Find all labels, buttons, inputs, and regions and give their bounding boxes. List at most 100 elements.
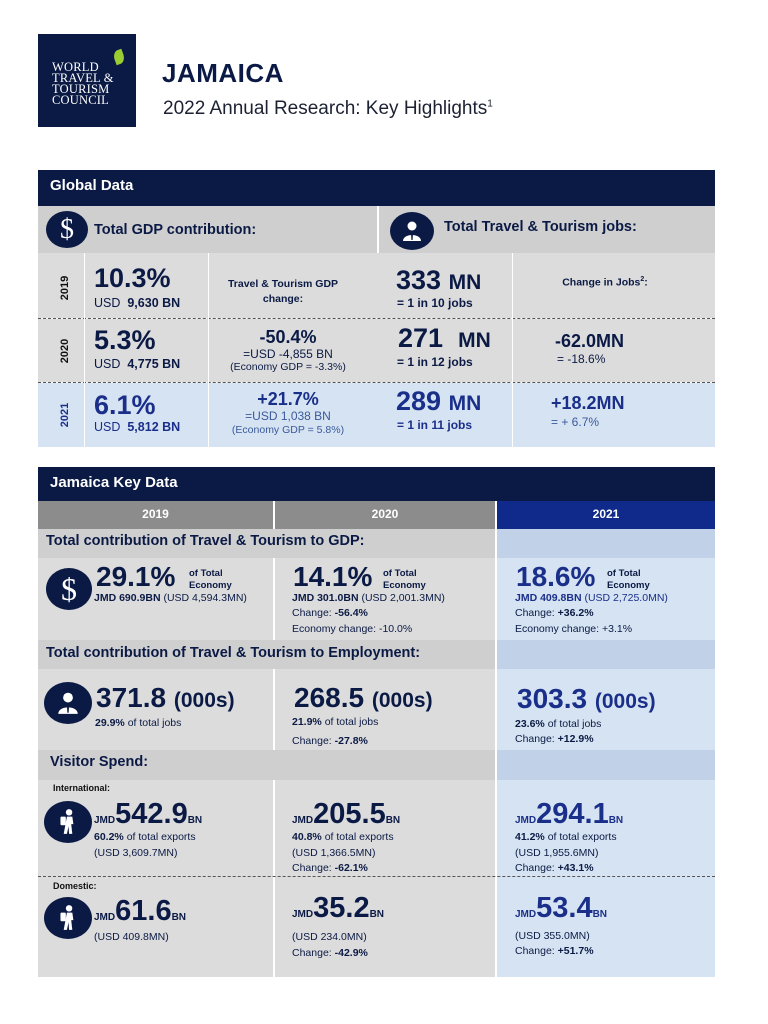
jobs-value: 271 <box>398 323 444 353</box>
gdp-pct: 5.3% <box>94 325 156 355</box>
footnote-mark: 1 <box>487 98 493 110</box>
gdp-pct-2019: 29.1% <box>96 561 176 592</box>
intl-share: 60.2% of total exports <box>94 830 196 845</box>
intl-share: 40.8% of total exports <box>292 830 394 845</box>
visitor-divider <box>38 876 715 877</box>
change-value: +12.9% <box>557 733 594 745</box>
jmd-prefix: JMD <box>292 909 314 920</box>
export-pct: 40.8% <box>292 831 322 843</box>
logo-line-4: COUNCIL <box>52 93 109 107</box>
gdp-usd: USD 5,812 BN <box>94 420 180 434</box>
emp-change: Change: -27.8% <box>292 734 368 749</box>
spend-value: 61.6 <box>115 895 172 927</box>
economy-change: Economy change: +3.1% <box>515 623 633 635</box>
logo-line-1: WORLD <box>52 60 99 74</box>
bn-suffix: BN <box>608 815 624 826</box>
dom-spend-2020: JMD35.2BN <box>292 892 384 925</box>
logo-line-2: TRAVEL & <box>52 71 114 85</box>
gdp-section-label: Total contribution of Travel & Tourism t… <box>46 533 365 549</box>
spend-value: 205.5 <box>313 798 386 830</box>
gdp-section-label-bg <box>38 529 495 558</box>
gdp-jmd-usd: JMD 409.8BN (USD 2,725.0MN) <box>515 591 668 606</box>
global-data-header: Global Data <box>38 170 715 206</box>
of-total-text: of Total <box>383 568 417 579</box>
gdp-pct-2020: 14.1% <box>293 561 373 592</box>
emp-pct: 29.9% <box>95 717 125 729</box>
emp-pct-rest: of total jobs <box>321 716 379 728</box>
year-label: 2019 <box>59 275 71 301</box>
intl-usd: (USD 1,955.6MN) <box>515 847 599 859</box>
of-total-economy: of Total Economy <box>189 568 232 592</box>
bn-suffix: BN <box>369 909 385 920</box>
col-divider <box>273 501 275 977</box>
jobs-change: +18.2MN <box>551 393 625 413</box>
change-value: +43.1% <box>557 862 594 874</box>
jobs-value: 289 <box>396 386 442 416</box>
emp-section-label-bg <box>38 640 495 669</box>
change-label: Change: <box>515 607 558 619</box>
export-rest: of total exports <box>544 831 617 843</box>
gdp-usd: USD 4,775 BN <box>94 357 180 371</box>
year-header-2019: 2019 <box>38 501 273 529</box>
usd-value: (USD 2,725.0MN) <box>584 592 668 604</box>
bn-suffix: BN <box>171 912 187 923</box>
change-label: Change: <box>515 733 558 745</box>
domestic-label: Domestic: <box>53 881 97 891</box>
jobs-unit: MN <box>458 329 491 352</box>
economy-text: Economy <box>607 580 650 591</box>
traveler-icon <box>44 897 92 939</box>
economy-gdp-change: (Economy GDP = -3.3%) <box>230 361 346 373</box>
emp-section-label: Total contribution of Travel & Tourism t… <box>46 645 421 661</box>
emp-share: 21.9% of total jobs <box>292 715 378 730</box>
visitor-section-label: Visitor Spend: <box>50 754 149 770</box>
change-label: Change: <box>515 945 558 957</box>
economy-text: Economy <box>189 580 232 591</box>
jobs-col-divider <box>512 253 513 447</box>
gdp-jmd-usd: JMD 690.9BN (USD 4,594.3MN) <box>94 591 247 606</box>
global-row-2021 <box>38 383 715 447</box>
key-data-header: Jamaica Key Data <box>38 467 715 501</box>
dom-spend-2021: JMD53.4BN <box>515 892 607 925</box>
change-value: -27.8% <box>334 735 368 747</box>
usd-value: 4,775 BN <box>127 357 181 371</box>
of-total-text: of Total <box>607 568 641 579</box>
emp-unit: (000s) <box>173 689 235 712</box>
worker-icon <box>390 212 434 250</box>
dom-change: Change: -42.9% <box>292 946 368 961</box>
jobs-change-heading: Change in Jobs2: <box>525 272 685 291</box>
jobs-change-colon: : <box>644 276 648 289</box>
worker-icon <box>44 682 92 724</box>
jmd-value: JMD 409.8BN <box>515 592 582 604</box>
jobs-change-pct: = + 6.7% <box>551 415 600 429</box>
usd-prefix: USD <box>94 420 121 434</box>
jmd-prefix: JMD <box>292 815 314 826</box>
gdp-change-usd: =USD -4,855 BN <box>243 347 333 361</box>
spend-value: 35.2 <box>313 892 370 924</box>
export-pct: 41.2% <box>515 831 545 843</box>
spend-value: 53.4 <box>536 892 593 924</box>
usd-value: (USD 4,594.3MN) <box>163 592 247 604</box>
economy-gdp-change: (Economy GDP = 5.8%) <box>231 424 345 436</box>
emp-share: 23.6% of total jobs <box>515 717 601 732</box>
visitor-section-label-bg <box>497 750 715 780</box>
intl-change: Change: -62.1% <box>292 861 368 876</box>
dom-spend-2019: JMD61.6BN <box>94 895 186 928</box>
dom-usd: (USD 409.8MN) <box>94 931 169 943</box>
emp-value-2020: 268.5 (000s) <box>294 682 433 714</box>
intl-usd: (USD 1,366.5MN) <box>292 847 376 859</box>
emp-number: 268.5 <box>294 682 365 713</box>
emp-pct-rest: of total jobs <box>124 717 182 729</box>
dom-usd: (USD 355.0MN) <box>515 930 590 942</box>
footnote-mark: 2 <box>640 276 645 283</box>
row-divider <box>38 318 715 319</box>
change-value: -42.9% <box>334 947 368 959</box>
gdp-change-usd: =USD 1,038 BN <box>245 409 331 423</box>
intl-spend-2020: JMD205.5BN <box>292 798 400 831</box>
jobs-unit: MN <box>448 392 482 415</box>
emp-number: 371.8 <box>96 682 167 713</box>
change-label: Change: <box>292 607 335 619</box>
gdp-pct: 10.3% <box>94 263 171 293</box>
row-divider <box>38 382 715 383</box>
emp-share: 29.9% of total jobs <box>95 716 181 731</box>
change-value: +36.2% <box>557 607 594 619</box>
